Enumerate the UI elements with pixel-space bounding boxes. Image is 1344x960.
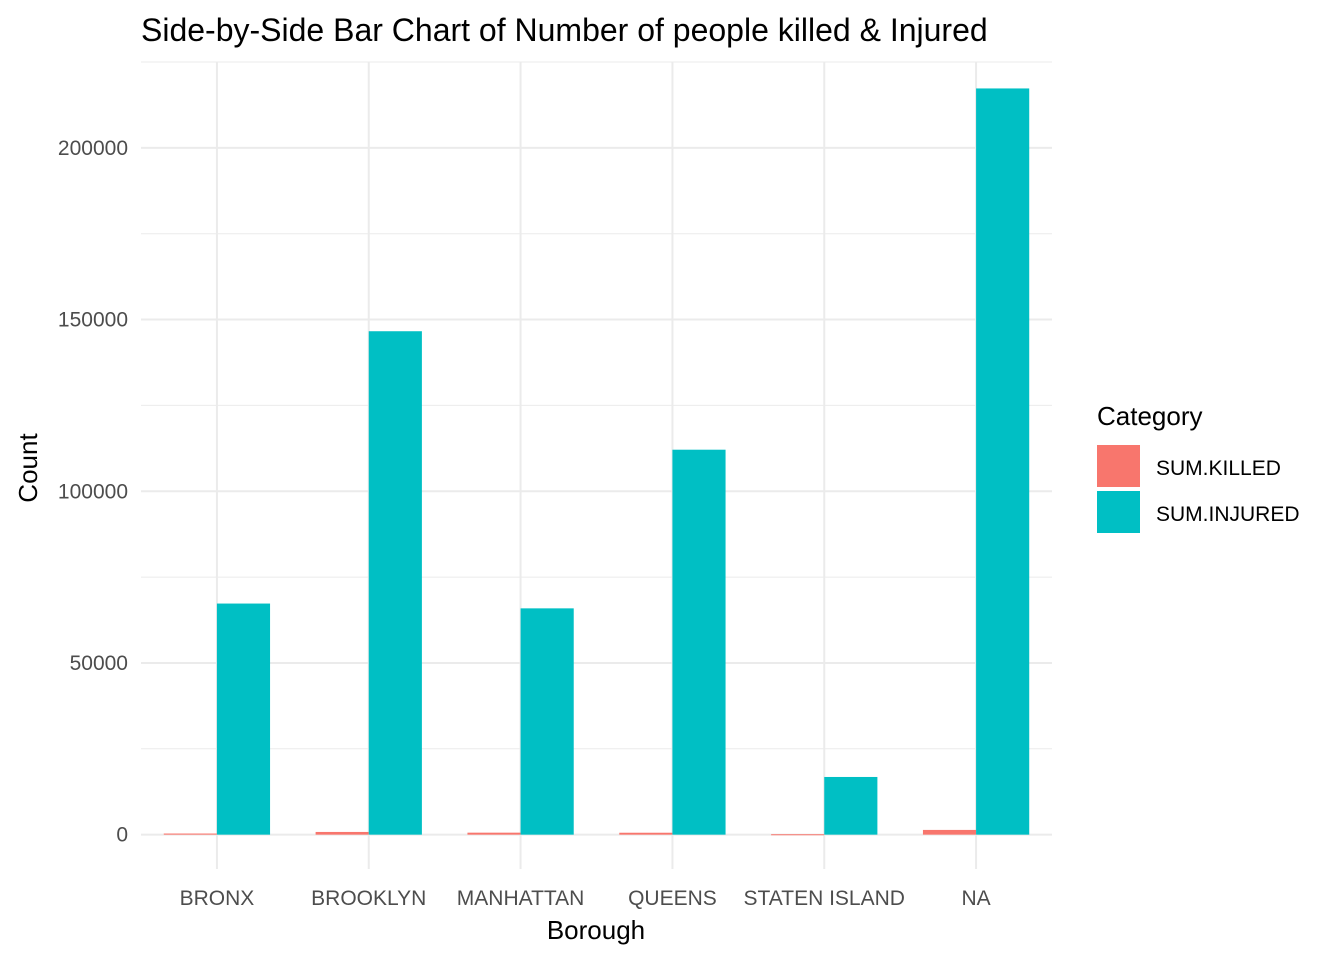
x-tick-label: STATEN ISLAND bbox=[744, 887, 905, 910]
y-axis-title: Count bbox=[13, 433, 43, 503]
legend-key-injured bbox=[1097, 491, 1140, 533]
bar-sum-injured-na bbox=[976, 88, 1030, 835]
y-tick-label: 150000 bbox=[58, 309, 128, 332]
bar-sum-injured-brooklyn bbox=[368, 331, 422, 835]
bar-sum-killed-queens bbox=[619, 832, 673, 835]
bar-sum-killed-manhattan bbox=[467, 832, 521, 835]
legend-label-killed: SUM.KILLED bbox=[1156, 457, 1281, 480]
x-tick-labels: BRONX BROOKLYN MANHATTAN QUEENS STATEN ISLAN… bbox=[180, 887, 991, 910]
bar-sum-killed-staten-island bbox=[771, 834, 825, 836]
legend-title: Category bbox=[1097, 401, 1203, 431]
x-tick-label: BROOKLYN bbox=[311, 887, 426, 910]
x-tick-label: NA bbox=[961, 887, 990, 910]
bar-sum-injured-staten-island bbox=[824, 776, 878, 835]
x-tick-label: QUEENS bbox=[628, 887, 717, 910]
x-axis-title: Borough bbox=[547, 915, 645, 945]
x-tick-label: BRONX bbox=[180, 887, 255, 910]
chart-title: Side-by-Side Bar Chart of Number of peop… bbox=[141, 12, 988, 48]
y-tick-labels: 0 50000 100000 150000 200000 bbox=[58, 137, 128, 847]
bar-sum-killed-na bbox=[922, 829, 977, 835]
bar-sum-killed-brooklyn bbox=[315, 831, 369, 835]
x-tick-label: MANHATTAN bbox=[457, 887, 585, 910]
bar-sum-injured-bronx bbox=[216, 603, 271, 835]
y-tick-label: 100000 bbox=[58, 480, 128, 503]
legend-label-injured: SUM.INJURED bbox=[1156, 503, 1300, 526]
bar-sum-killed-bronx bbox=[163, 833, 217, 835]
y-tick-label: 50000 bbox=[70, 652, 128, 675]
y-tick-label: 0 bbox=[116, 824, 128, 847]
y-tick-label: 200000 bbox=[58, 137, 128, 160]
bars bbox=[163, 88, 1030, 836]
bar-sum-injured-queens bbox=[672, 449, 726, 835]
legend: Category SUM.KILLED SUM.INJURED bbox=[1097, 401, 1300, 533]
grid-lines bbox=[141, 61, 1052, 869]
legend-key-killed bbox=[1097, 445, 1140, 487]
bar-sum-injured-manhattan bbox=[520, 608, 574, 835]
